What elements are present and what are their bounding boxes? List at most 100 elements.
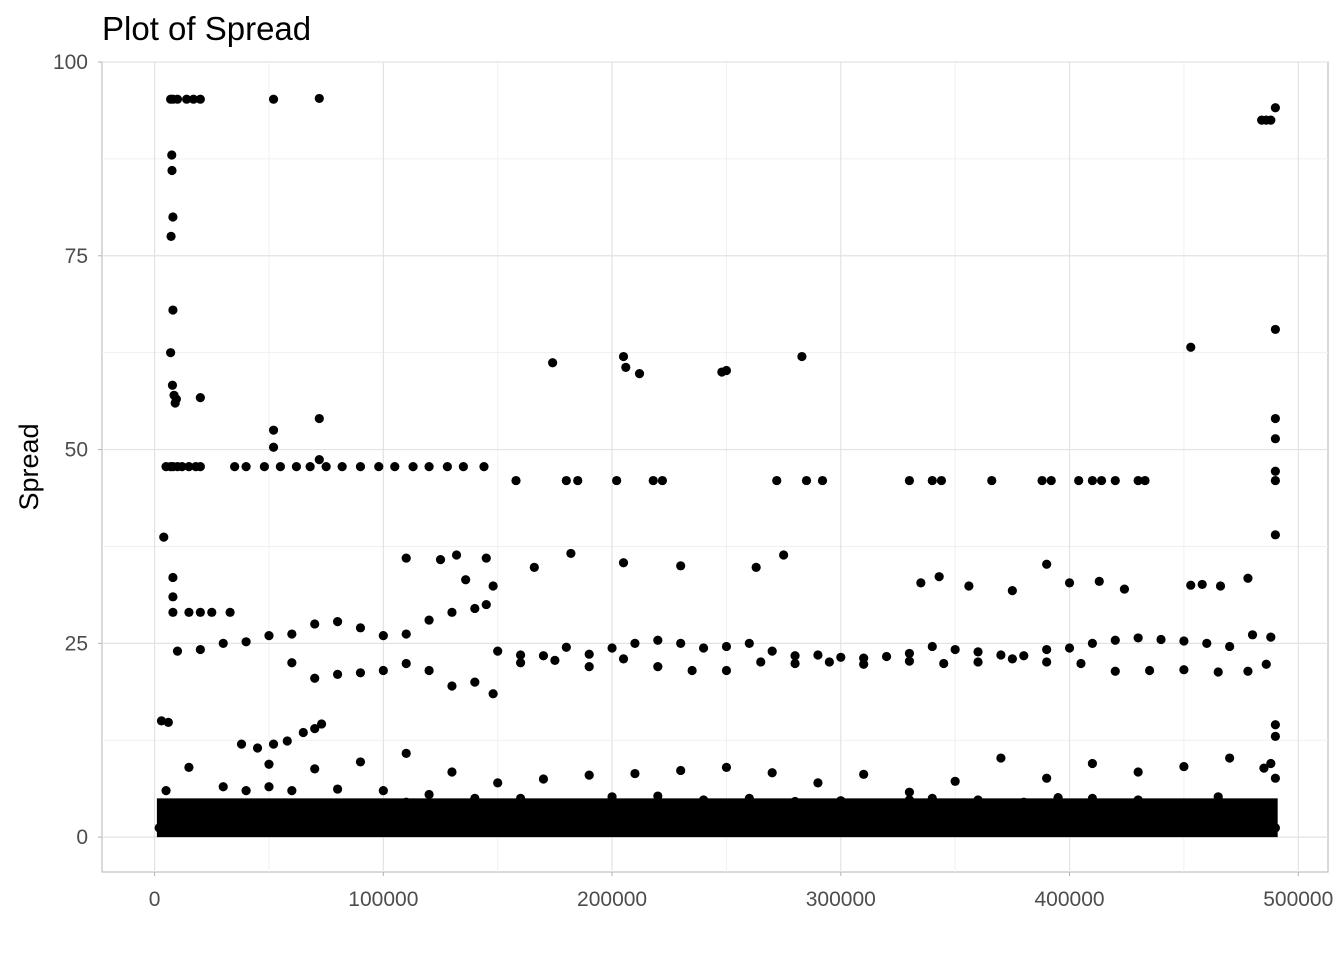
y-tick-label: 100 [53, 51, 88, 74]
data-point [607, 792, 617, 802]
data-point [1270, 773, 1280, 783]
data-point [538, 651, 549, 661]
plot-panel [101, 61, 1329, 873]
data-point [934, 572, 944, 582]
data-point [779, 550, 789, 560]
data-point [481, 553, 491, 563]
data-point [767, 768, 777, 778]
data-point [493, 778, 503, 788]
data-point [607, 643, 617, 653]
x-tick-label: 300000 [806, 888, 876, 911]
data-point [904, 475, 915, 486]
data-point [230, 462, 240, 472]
data-point [168, 607, 178, 617]
data-point [618, 654, 629, 664]
data-point [1053, 792, 1063, 803]
data-point [470, 793, 480, 803]
data-point [401, 629, 411, 639]
data-point [515, 650, 526, 660]
data-point [584, 649, 594, 659]
data-point [548, 358, 558, 368]
data-point [298, 727, 308, 738]
data-point [1243, 666, 1253, 676]
data-point [687, 665, 697, 676]
data-point [1261, 659, 1271, 669]
data-point [241, 637, 251, 647]
data-point [488, 581, 498, 591]
data-point [767, 646, 777, 656]
data-point [310, 619, 320, 629]
data-point [252, 743, 263, 753]
x-tick-label: 500000 [1263, 888, 1333, 911]
y-axis-ticks: 0 25 50 75 100 [53, 51, 102, 849]
data-point [698, 795, 709, 805]
data-point [653, 791, 663, 801]
data-point [1225, 641, 1235, 652]
data-point [1144, 665, 1155, 676]
data-point [195, 94, 205, 104]
data-point [1042, 559, 1052, 569]
data-point [470, 677, 480, 687]
data-point [529, 562, 539, 572]
data-point [241, 786, 251, 796]
data-point [268, 425, 279, 435]
data-point [916, 578, 926, 588]
data-point [515, 658, 526, 668]
x-tick-label: 200000 [577, 888, 647, 911]
y-tick-label: 0 [76, 826, 88, 849]
data-point [268, 94, 279, 104]
data-point [1110, 666, 1120, 676]
data-point [824, 657, 834, 667]
data-point [259, 462, 269, 472]
data-point [161, 786, 171, 796]
data-point [470, 820, 480, 831]
data-point [488, 689, 498, 699]
data-point [618, 351, 629, 362]
data-point [1179, 798, 1189, 808]
data-point [756, 657, 766, 667]
data-point [493, 646, 503, 656]
data-point [1186, 342, 1196, 352]
data-point [973, 822, 983, 832]
data-point [310, 673, 320, 683]
data-point [1019, 797, 1029, 807]
data-point [881, 820, 892, 830]
data-point [630, 638, 640, 648]
data-point [1094, 576, 1104, 586]
data-point [168, 592, 178, 602]
data-point [1270, 434, 1280, 444]
data-point [1243, 573, 1253, 583]
data-point [408, 462, 418, 472]
data-point [374, 462, 384, 472]
y-tick-label: 75 [65, 245, 88, 268]
data-point [424, 665, 434, 676]
data-point [950, 644, 960, 655]
data-point [332, 617, 343, 627]
data-point [282, 736, 292, 746]
data-point [1096, 475, 1107, 486]
data-point [927, 641, 937, 652]
data-point [1186, 580, 1196, 590]
data-point [790, 821, 800, 831]
data-point [1179, 665, 1189, 675]
data-point [378, 630, 388, 641]
data-point [550, 655, 560, 665]
data-point [904, 648, 915, 659]
data-point [836, 652, 846, 662]
data-point [1007, 586, 1017, 596]
data-point [458, 462, 468, 472]
x-tick-label: 0 [149, 888, 161, 911]
data-point [287, 820, 297, 830]
data-point [268, 739, 279, 749]
data-point [964, 581, 974, 591]
data-point [515, 793, 526, 803]
data-point [1202, 814, 1212, 824]
data-point [1133, 767, 1143, 777]
data-point [184, 607, 194, 617]
data-point [401, 658, 411, 669]
data-point [584, 770, 594, 780]
data-point [182, 94, 192, 104]
data-point [1213, 792, 1223, 802]
data-point [721, 641, 732, 652]
data-point [634, 368, 645, 379]
